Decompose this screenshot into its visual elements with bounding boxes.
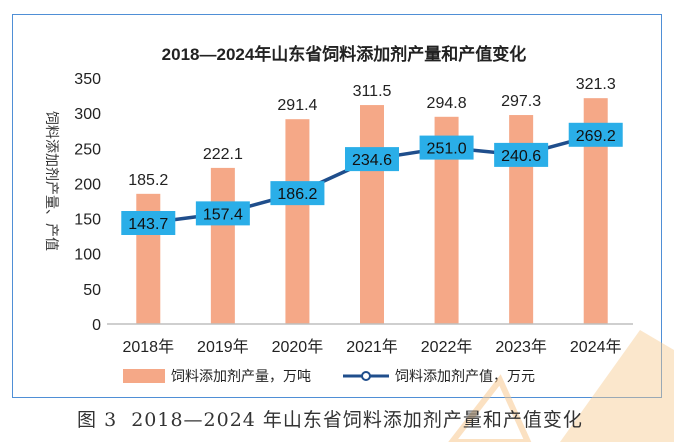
x-tick-label: 2021年 xyxy=(346,338,398,356)
figure-caption-text: 2018—2024 年山东省饲料添加剂产量和产值变化 xyxy=(131,409,583,431)
legend-bar-swatch xyxy=(123,369,165,383)
legend-bar-label: 饲料添加剂产量，万吨 xyxy=(171,369,311,385)
line-label-box xyxy=(419,135,474,160)
bar xyxy=(360,105,384,324)
figure-caption-label: 图 3 xyxy=(77,409,118,431)
bar xyxy=(285,119,310,324)
bar-data-label: 294.8 xyxy=(427,95,467,112)
figure-caption: 图 3 2018—2024 年山东省饲料添加剂产量和产值变化 xyxy=(0,405,674,432)
x-tick-label: 2024年 xyxy=(570,338,622,356)
legend: 饲料添加剂产量，万吨 饲料添加剂产值，万元 xyxy=(123,369,535,385)
x-tick-label: 2022年 xyxy=(421,338,473,356)
bar-label-group: 185.2 222.1 291.4 311.5 294.8 297.3 321.3 xyxy=(128,76,616,189)
chart-svg: 2018—2024年山东省饲料添加剂产量和产值变化 饲料添加剂产量、产值 0 50… xyxy=(43,44,633,385)
bar-group xyxy=(136,98,608,324)
y-tick-label: 50 xyxy=(83,282,101,299)
line-data-label: 240.6 xyxy=(501,148,541,165)
line-label-box xyxy=(568,122,623,147)
bar-data-label: 297.3 xyxy=(501,93,541,110)
x-tick-label: 2018年 xyxy=(122,338,174,356)
x-tick-label: 2023年 xyxy=(495,338,547,356)
bar-data-label: 291.4 xyxy=(277,97,317,114)
line-data-label: 251.0 xyxy=(427,141,467,158)
y-tick-label: 250 xyxy=(74,141,101,158)
x-tick-group: 2018年 2019年 2020年 2021年 2022年 2023年 2024年 xyxy=(122,338,621,356)
line-label-box xyxy=(270,181,325,206)
legend-line-marker xyxy=(361,371,371,381)
bar xyxy=(509,115,534,324)
line-data-label: 234.6 xyxy=(352,152,392,169)
line-label-box xyxy=(345,147,399,172)
chart-title: 2018—2024年山东省饲料添加剂产量和产值变化 xyxy=(162,44,527,64)
bar-data-label: 321.3 xyxy=(576,76,616,93)
legend-line-label: 饲料添加剂产值，万元 xyxy=(395,369,535,385)
line-data-label: 186.2 xyxy=(277,186,317,203)
line-label-box xyxy=(195,201,250,226)
y-tick-group: 0 50 100 150 200 250 300 350 xyxy=(74,71,101,334)
y-tick-label: 300 xyxy=(74,106,101,123)
bar xyxy=(210,167,235,324)
line-data-label: 269.2 xyxy=(576,128,616,145)
y-tick-label: 350 xyxy=(74,71,101,88)
line-label-box xyxy=(494,142,549,167)
line-label-box xyxy=(121,210,176,235)
chart-frame: 2018—2024年山东省饲料添加剂产量和产值变化 饲料添加剂产量、产值 0 50… xyxy=(12,14,662,398)
x-tick-label: 2020年 xyxy=(272,338,324,356)
bar-data-label: 222.1 xyxy=(203,146,243,163)
y-tick-label: 150 xyxy=(74,212,101,229)
x-tick-label: 2019年 xyxy=(197,338,249,356)
y-tick-label: 100 xyxy=(74,247,101,264)
line-data-label: 157.4 xyxy=(203,206,243,223)
y-tick-label: 200 xyxy=(74,176,101,193)
y-axis-label: 饲料添加剂产量、产值 xyxy=(43,111,59,251)
bar-data-label: 311.5 xyxy=(353,83,392,100)
line-series-group: 143.7 157.4 186.2 234.6 251.0 240.6 269.2 xyxy=(121,122,623,235)
y-tick-label: 0 xyxy=(92,317,101,334)
line-data-label: 143.7 xyxy=(128,216,168,233)
bar-data-label: 185.2 xyxy=(128,172,168,189)
